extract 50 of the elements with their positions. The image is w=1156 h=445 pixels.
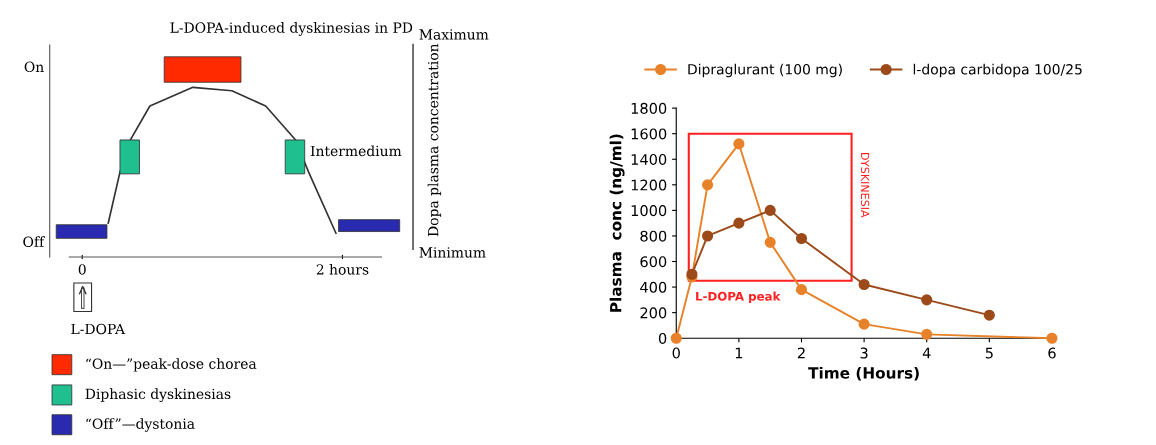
- y-tick-label: 1200: [631, 179, 667, 191]
- text: Maximum: [419, 29, 489, 40]
- x-tick-label: 2: [797, 347, 805, 359]
- annotation: Intermedium: [310, 145, 402, 157]
- point: [858, 278, 870, 291]
- point: [795, 284, 808, 296]
- x-tick-label: 4: [922, 347, 931, 359]
- text: Off: [23, 236, 46, 247]
- point: [795, 232, 808, 245]
- y-tick-label: 0: [658, 332, 667, 344]
- chart-title: L-DOPA-induced dyskinesias in PD: [170, 22, 413, 36]
- point: [1046, 332, 1058, 344]
- y-tick-label: 600: [640, 256, 667, 268]
- point: [702, 230, 714, 242]
- legend-label: “Off”—dystonia: [86, 418, 195, 432]
- x-axis-title: Time (Hours): [808, 366, 919, 381]
- x-tick-label: 6: [1048, 347, 1056, 359]
- y-tick-label: 1400: [631, 153, 667, 166]
- x-tick-label: 0: [672, 347, 680, 359]
- point: [921, 294, 933, 306]
- x-tick-label: 2 hours: [316, 263, 369, 275]
- point: [764, 236, 776, 248]
- legend-label: Diphasic dyskinesias: [85, 388, 231, 402]
- point: [983, 309, 995, 321]
- annotation: L-DOPA peak: [696, 291, 781, 304]
- y-axis-title: Plasma conc (ng/ml): [609, 134, 625, 312]
- y-tick-label: 1600: [631, 128, 667, 140]
- point: [764, 204, 776, 216]
- y-tick-label: 1800: [631, 102, 667, 114]
- y-tick-label: 200: [640, 307, 667, 319]
- point: [733, 217, 745, 229]
- point: [702, 179, 714, 191]
- text: Minimum: [419, 247, 486, 258]
- y-tick-label: 800: [640, 230, 667, 242]
- legend-label: l-dopa carbidopa 100/25: [913, 63, 1082, 78]
- annotation: DYSKINESIA: [860, 153, 870, 218]
- text: On: [24, 61, 44, 73]
- point: [921, 328, 933, 340]
- y-tick-label: 400: [640, 281, 667, 293]
- x-tick-label: 5: [985, 347, 993, 359]
- y-tick-label: 1000: [631, 205, 667, 217]
- point: [733, 138, 745, 150]
- text: L-DOPA: [71, 323, 126, 335]
- point: [858, 318, 870, 330]
- x-tick-label: 3: [860, 347, 868, 359]
- point: [670, 332, 682, 344]
- legend-label: “On—”peak-dose chorea: [86, 358, 257, 372]
- x-tick-label: 1: [735, 347, 743, 359]
- legend-label: Dipraglurant (100 mg): [688, 63, 842, 78]
- y-axis-title: Dopa plasma concentration: [427, 43, 442, 237]
